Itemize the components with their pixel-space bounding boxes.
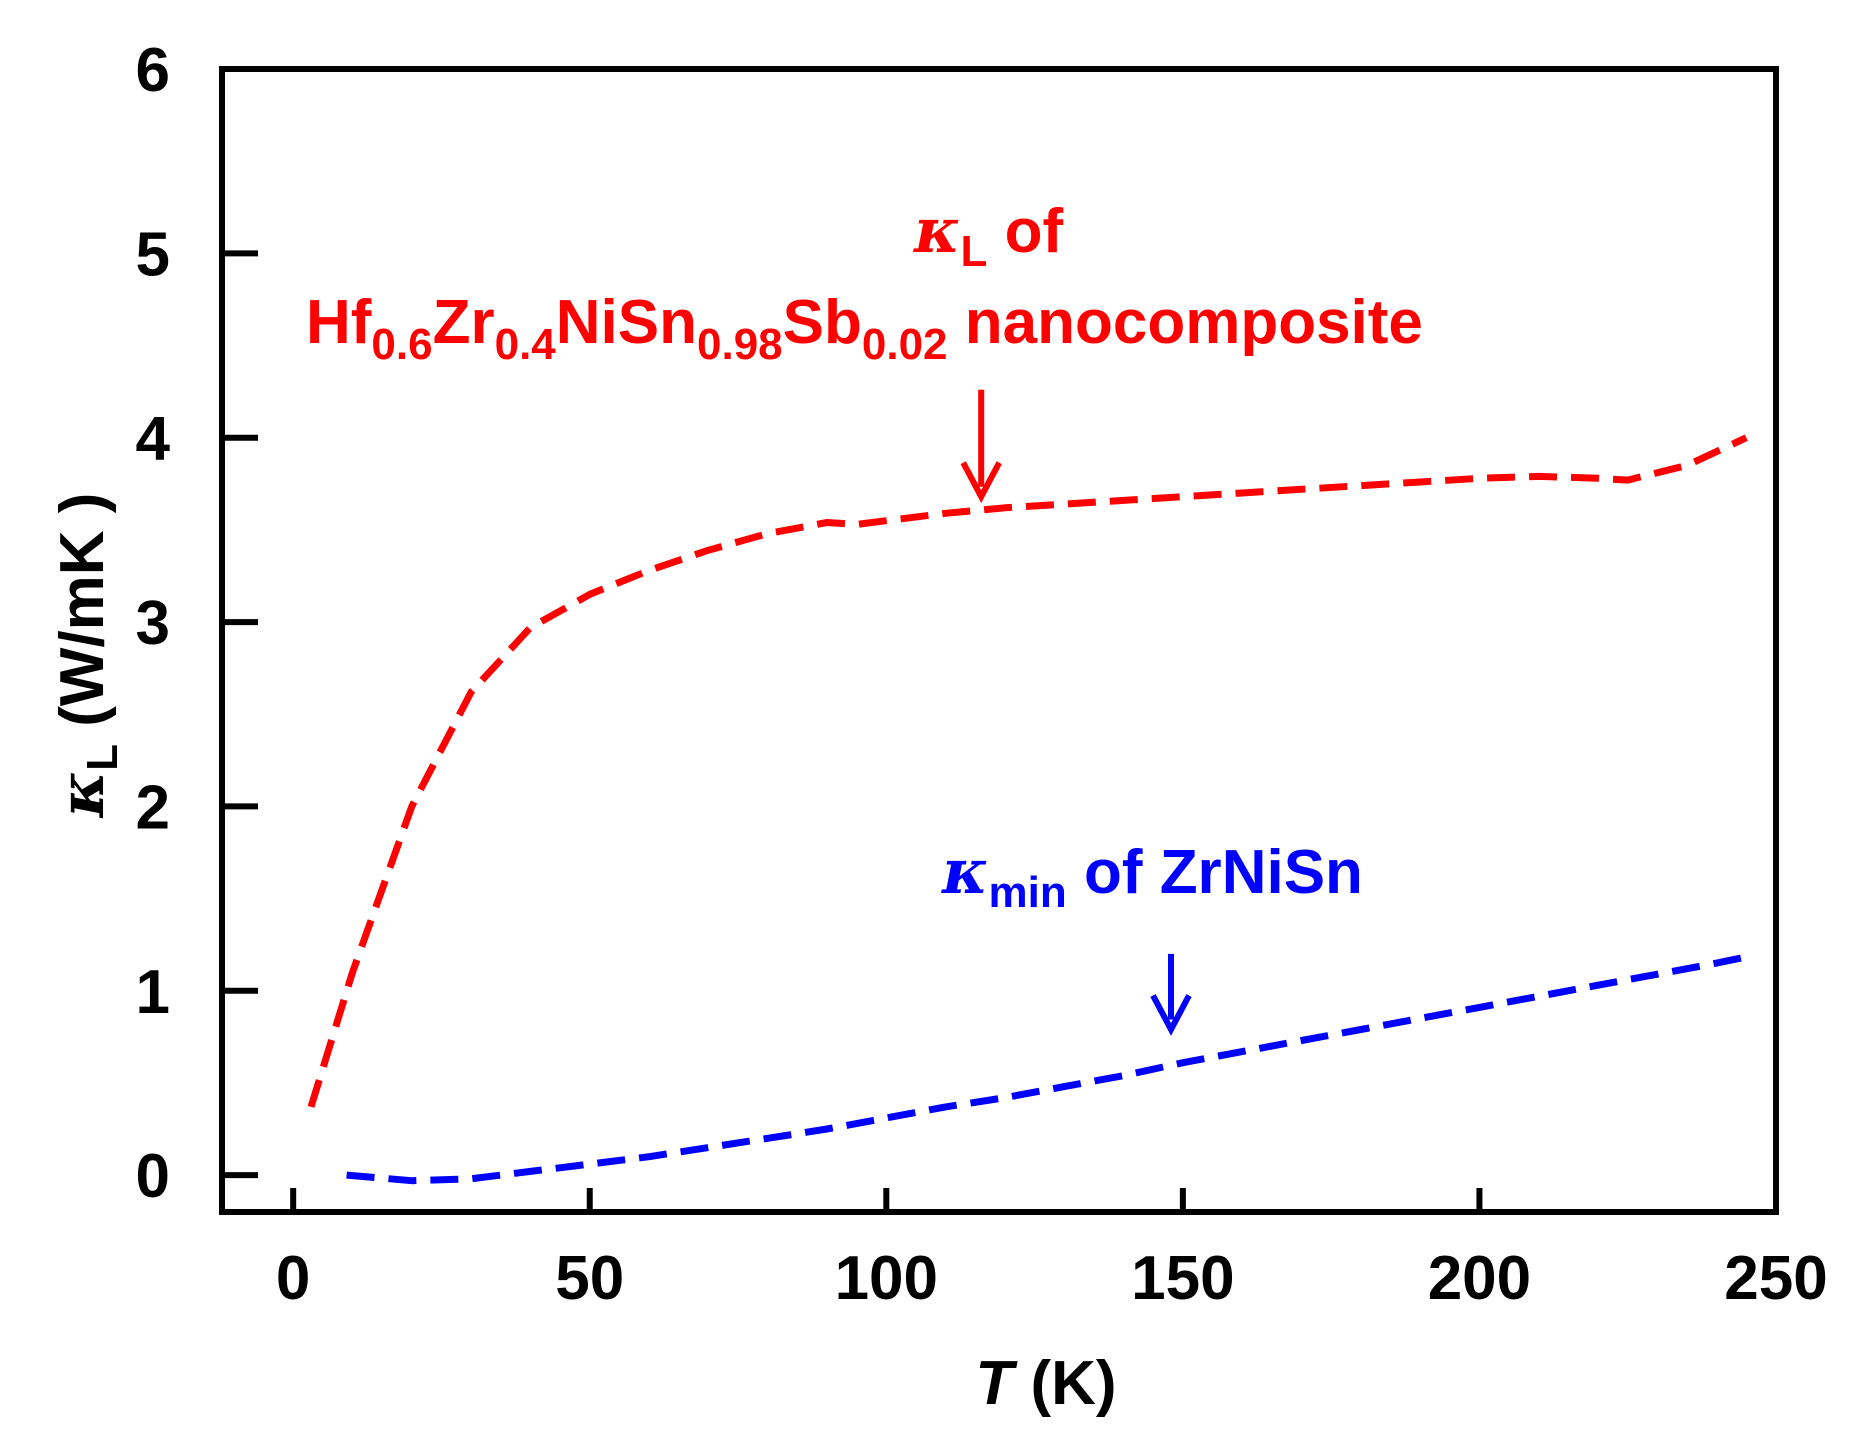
series-line-red	[307, 434, 1748, 1108]
y-tick-label: 5	[136, 220, 170, 289]
y-tick-label: 3	[136, 589, 170, 658]
y-tick-label: 2	[136, 773, 170, 842]
series-group	[307, 434, 1754, 1185]
series-line-blue	[346, 952, 1754, 1185]
x-tick-label: 100	[835, 1244, 938, 1313]
x-tick-label: 150	[1131, 1244, 1234, 1313]
y-axis-title: κL (W/mK )	[45, 493, 127, 819]
red-arrow-head	[960, 461, 1002, 504]
x-axis-title: T (K)	[975, 1349, 1116, 1418]
red-annotation-line2: Hf0.6Zr0.4NiSn0.98Sb0.02 nanocomposite	[306, 288, 1423, 369]
blue-annotation-label: κmin of ZrNiSn	[941, 835, 1363, 917]
blue-anno-kappa: κ	[941, 835, 988, 908]
plot-frame	[219, 66, 1779, 1215]
x-tick-label: 0	[276, 1244, 310, 1313]
y-tick-label: 6	[136, 36, 170, 105]
plot-area: 0 50 100 150 200 250 0 1 2 3 4 5 6	[136, 36, 1828, 1313]
x-tick-label: 200	[1428, 1244, 1531, 1313]
blue-anno-kappa-sub: min	[988, 868, 1066, 917]
red-anno-kappa: κ	[913, 194, 960, 267]
y-tick-label: 0	[136, 1142, 170, 1211]
x-tick-label: 250	[1724, 1244, 1827, 1313]
y-tick-label: 4	[136, 405, 171, 474]
annotation-group: κL of Hf0.6Zr0.4NiSn0.98Sb0.02 nanocompo…	[306, 194, 1423, 1036]
axis-titles: T (K) κL (W/mK )	[45, 493, 1117, 1418]
blue-arrow-head	[1150, 994, 1192, 1036]
red-anno-kappa-sub: L	[960, 227, 987, 276]
red-anno-of: of	[987, 197, 1063, 266]
y-tick-label: 1	[136, 958, 170, 1027]
x-tick-label: 50	[555, 1244, 624, 1313]
blue-anno-rest: of ZrNiSn	[1067, 838, 1363, 907]
red-annotation-line1: κL of	[913, 194, 1063, 276]
